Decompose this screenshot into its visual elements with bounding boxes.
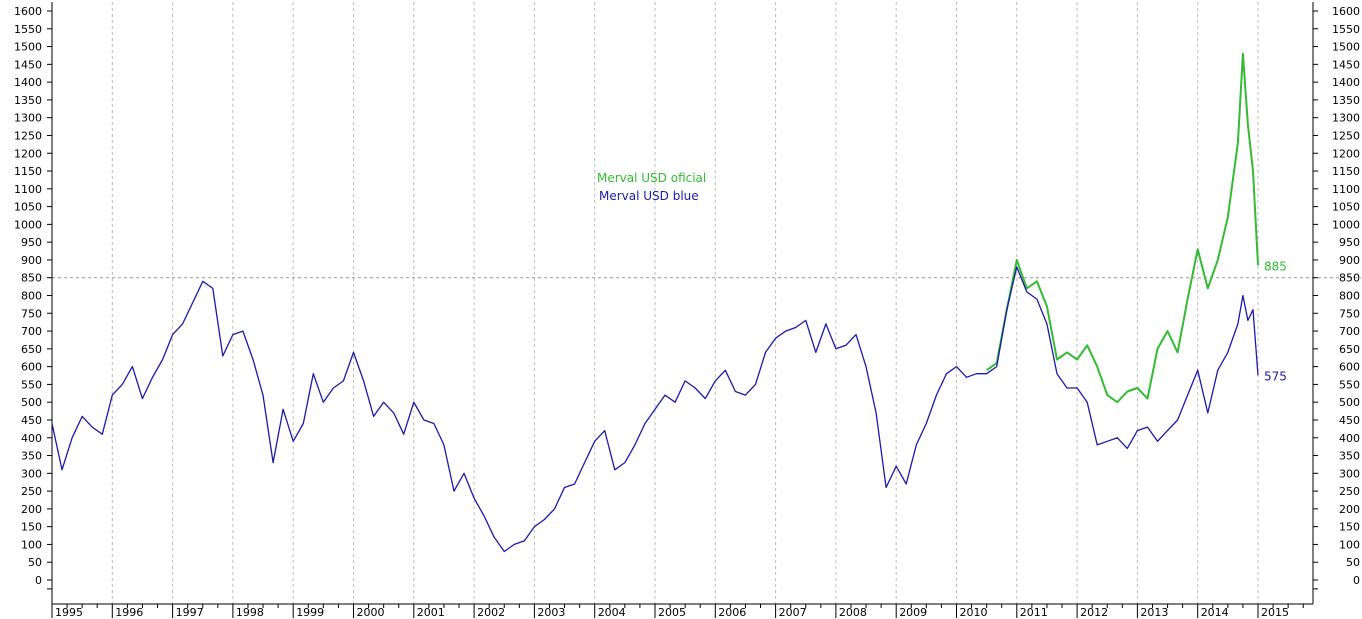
ytick-label-right-800: 800: [1339, 290, 1360, 303]
ytick-label-left-300: 300: [21, 467, 42, 480]
xtick-label-2002: 2002: [477, 606, 505, 619]
ytick-label-right-1350: 1350: [1332, 94, 1360, 107]
xtick-label-2006: 2006: [718, 606, 746, 619]
ytick-label-right-300: 300: [1339, 467, 1360, 480]
xtick-label-1999: 1999: [296, 606, 324, 619]
xtick-label-2001: 2001: [417, 606, 445, 619]
ytick-label-left-400: 400: [21, 432, 42, 445]
ytick-label-right-900: 900: [1339, 254, 1360, 267]
ytick-label-left-500: 500: [21, 396, 42, 409]
ytick-label-right-600: 600: [1339, 361, 1360, 374]
ytick-label-left-700: 700: [21, 325, 42, 338]
series-line-blue: [51, 266, 1259, 553]
legend: Merval USD oficial Merval USD blue: [597, 171, 706, 203]
ytick-label-left-1200: 1200: [14, 147, 42, 160]
legend-entry-oficial: Merval USD oficial: [597, 171, 706, 185]
xtick-label-2011: 2011: [1020, 606, 1048, 619]
xtick-label-1996: 1996: [115, 606, 143, 619]
ytick-label-right-1150: 1150: [1332, 165, 1360, 178]
legend-entry-blue: Merval USD blue: [599, 189, 699, 203]
ytick-label-right-500: 500: [1339, 396, 1360, 409]
ytick-label-right-400: 400: [1339, 432, 1360, 445]
ytick-label-left-800: 800: [21, 290, 42, 303]
ytick-label-left-1400: 1400: [14, 76, 42, 89]
ytick-label-left-1350: 1350: [14, 94, 42, 107]
xtick-label-1997: 1997: [176, 606, 204, 619]
ytick-label-left-1600: 1600: [14, 5, 42, 18]
xtick-label-2010: 2010: [960, 606, 988, 619]
ytick-label-left-900: 900: [21, 254, 42, 267]
xtick-label-2000: 2000: [357, 606, 385, 619]
ytick-label-left-0: 0: [35, 574, 42, 587]
ytick-label-right-550: 550: [1339, 378, 1360, 391]
ytick-label-left-1450: 1450: [14, 58, 42, 71]
ytick-label-right-1300: 1300: [1332, 112, 1360, 125]
xtick-label-2003: 2003: [537, 606, 565, 619]
ytick-label-right-200: 200: [1339, 503, 1360, 516]
ytick-label-right-250: 250: [1339, 485, 1360, 498]
end-label-blue: 575: [1264, 370, 1287, 384]
xtick-label-2013: 2013: [1140, 606, 1168, 619]
ytick-label-right-1050: 1050: [1332, 201, 1360, 214]
ytick-label-left-350: 350: [21, 450, 42, 463]
ytick-label-right-0: 0: [1353, 574, 1360, 587]
ytick-label-right-650: 650: [1339, 343, 1360, 356]
ytick-label-right-1000: 1000: [1332, 218, 1360, 231]
ytick-label-right-100: 100: [1339, 538, 1360, 551]
xtick-label-2014: 2014: [1201, 606, 1229, 619]
ytick-label-right-1450: 1450: [1332, 58, 1360, 71]
xtick-label-1998: 1998: [236, 606, 264, 619]
xtick-label-2004: 2004: [598, 606, 626, 619]
ytick-label-left-850: 850: [21, 272, 42, 285]
ytick-label-right-150: 150: [1339, 521, 1360, 534]
ytick-label-right-1550: 1550: [1332, 23, 1360, 36]
ytick-label-right-450: 450: [1339, 414, 1360, 427]
ytick-label-right-850: 850: [1339, 272, 1360, 285]
ytick-label-right-1400: 1400: [1332, 76, 1360, 89]
xtick-label-2005: 2005: [658, 606, 686, 619]
xtick-label-2012: 2012: [1080, 606, 1108, 619]
ytick-label-left-50: 50: [28, 556, 42, 569]
ytick-label-left-1550: 1550: [14, 23, 42, 36]
series-lines: [51, 52, 1259, 553]
series-line-oficial: [986, 52, 1259, 404]
ytick-label-right-1250: 1250: [1332, 129, 1360, 142]
xtick-label-2009: 2009: [899, 606, 927, 619]
ytick-label-right-700: 700: [1339, 325, 1360, 338]
ytick-label-left-1050: 1050: [14, 201, 42, 214]
axis-ticks: 1995 1996 1997 1998 1999 2000 2001 2002 2003 2004…: [14, 5, 1360, 619]
ytick-label-right-50: 50: [1346, 556, 1360, 569]
ytick-label-left-1100: 1100: [14, 183, 42, 196]
xtick-label-2015: 2015: [1261, 606, 1289, 619]
ytick-label-left-1000: 1000: [14, 218, 42, 231]
ytick-label-left-1300: 1300: [14, 112, 42, 125]
plot-frame: [51, 2, 1314, 605]
ytick-label-left-950: 950: [21, 236, 42, 249]
ytick-label-left-250: 250: [21, 485, 42, 498]
ytick-label-right-950: 950: [1339, 236, 1360, 249]
ytick-label-left-1250: 1250: [14, 129, 42, 142]
ytick-label-right-1500: 1500: [1332, 41, 1360, 54]
xtick-label-2007: 2007: [779, 606, 807, 619]
grid-lines: [111, 2, 1259, 604]
end-label-oficial: 885: [1264, 259, 1287, 273]
ytick-label-left-600: 600: [21, 361, 42, 374]
ytick-label-left-1150: 1150: [14, 165, 42, 178]
ytick-label-left-1500: 1500: [14, 41, 42, 54]
ytick-label-left-650: 650: [21, 343, 42, 356]
ytick-label-left-550: 550: [21, 378, 42, 391]
ytick-label-right-1100: 1100: [1332, 183, 1360, 196]
ytick-label-left-450: 450: [21, 414, 42, 427]
ytick-label-right-350: 350: [1339, 450, 1360, 463]
ytick-label-left-200: 200: [21, 503, 42, 516]
xtick-label-1995: 1995: [55, 606, 83, 619]
ytick-label-right-1200: 1200: [1332, 147, 1360, 160]
ytick-label-left-150: 150: [21, 521, 42, 534]
ytick-label-right-1600: 1600: [1332, 5, 1360, 18]
xtick-label-2008: 2008: [839, 606, 867, 619]
ytick-label-right-750: 750: [1339, 307, 1360, 320]
ytick-label-left-750: 750: [21, 307, 42, 320]
ytick-label-left-100: 100: [21, 538, 42, 551]
